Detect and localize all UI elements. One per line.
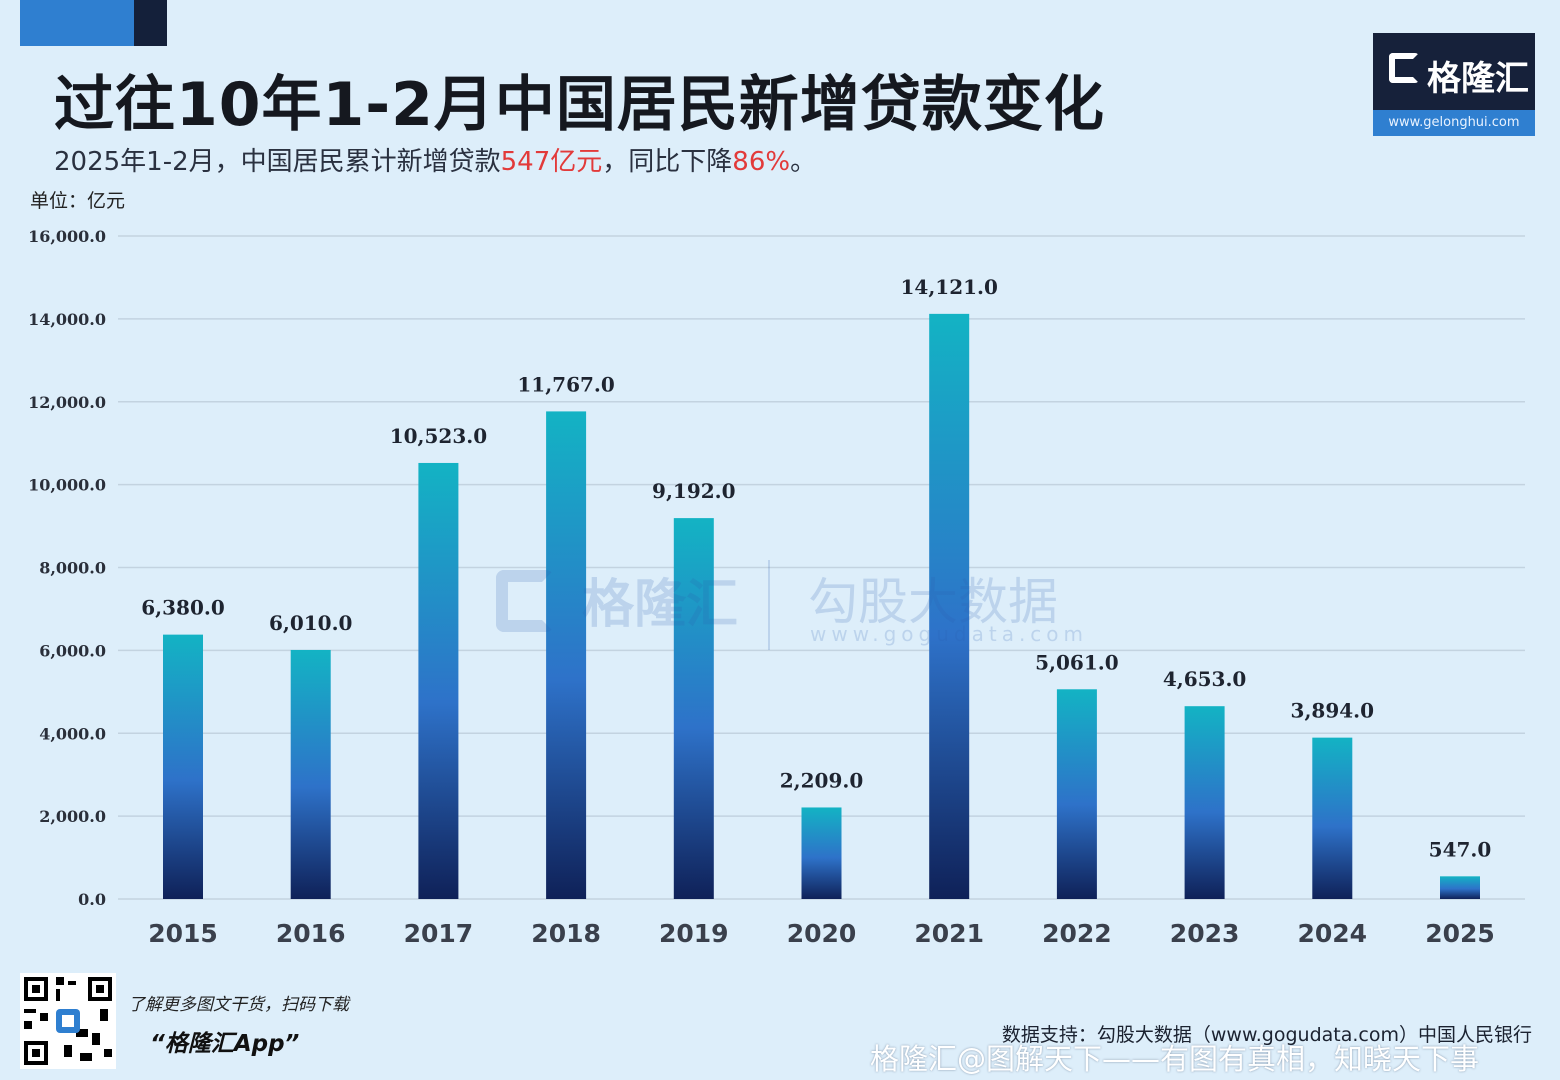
bar-2025 xyxy=(1440,876,1480,899)
value-label-2021: 14,121.0 xyxy=(900,275,997,299)
x-tick-label-2020: 2020 xyxy=(787,919,857,948)
y-tick-label: 12,000.0 xyxy=(28,393,106,412)
value-label-2018: 11,767.0 xyxy=(517,372,614,396)
logo-url: www.gelonghui.com xyxy=(1373,110,1535,136)
weibo-watermark: 格隆汇@图解天下——有图有真相，知晓天下事 xyxy=(870,1042,1480,1076)
value-label-2015: 6,380.0 xyxy=(141,596,225,620)
y-tick-label: 6,000.0 xyxy=(39,641,106,660)
value-label-2023: 4,653.0 xyxy=(1163,667,1247,691)
subtitle-highlight-amount: 547亿元 xyxy=(500,147,603,177)
page-subtitle: 2025年1-2月，中国居民累计新增贷款547亿元，同比下降86%。 xyxy=(54,141,816,178)
y-tick-label: 2,000.0 xyxy=(39,807,106,826)
value-label-2016: 6,010.0 xyxy=(269,611,353,635)
bar-2016 xyxy=(290,649,331,899)
data-source: 数据支持：勾股大数据（www.gogudata.com）中国人民银行 xyxy=(1001,1024,1532,1046)
x-tick-label-2025: 2025 xyxy=(1425,919,1495,948)
x-tick-label-2021: 2021 xyxy=(914,919,984,948)
x-tick-label-2023: 2023 xyxy=(1170,919,1240,948)
x-axis-ticks: 2015 2016 2017 2018 2019 2020 2021 2022 2023 2024… xyxy=(148,919,1495,948)
y-tick-label: 0.0 xyxy=(78,890,106,909)
bar-2019 xyxy=(673,518,714,899)
subtitle-text-1: 2025年1-2月，中国居民累计新增贷款 xyxy=(54,147,501,177)
logo-name: 格隆汇 xyxy=(1427,59,1529,99)
subtitle-highlight-percent: 86% xyxy=(732,147,791,177)
bar-2023 xyxy=(1184,706,1225,899)
x-tick-label-2016: 2016 xyxy=(276,919,346,948)
bars xyxy=(163,313,1480,899)
x-tick-label-2019: 2019 xyxy=(659,919,729,948)
brand-logo: 格隆汇 www.gelonghui.com xyxy=(1373,33,1535,136)
promo-line-2: “格隆汇App” xyxy=(150,1031,300,1057)
bar-2024 xyxy=(1312,737,1353,899)
logo-g-icon xyxy=(1389,53,1419,83)
x-tick-label-2024: 2024 xyxy=(1298,919,1368,948)
bar-2018 xyxy=(546,411,587,899)
promo-line-1: 了解更多图文干货，扫码下载 xyxy=(128,995,349,1015)
subtitle-text-2: ，同比下降 xyxy=(602,147,733,177)
bar-2021 xyxy=(929,313,970,899)
value-label-2025: 547.0 xyxy=(1429,837,1492,861)
page-title: 过往10年1-2月中国居民新增贷款变化 xyxy=(54,70,1105,140)
value-labels: 6,380.0 6,010.0 10,523.0 11,767.0 9,192.0 2,2… xyxy=(141,275,1491,861)
y-tick-label: 14,000.0 xyxy=(28,310,106,329)
bar-2022 xyxy=(1056,689,1097,899)
value-label-2024: 3,894.0 xyxy=(1291,699,1375,723)
subtitle-text-3: 。 xyxy=(790,147,817,177)
x-tick-label-2015: 2015 xyxy=(148,919,218,948)
qr-code-icon xyxy=(20,973,116,1069)
top-accent-bar xyxy=(20,0,134,46)
y-tick-label: 10,000.0 xyxy=(28,476,106,495)
x-tick-label-2018: 2018 xyxy=(531,919,601,948)
unit-label: 单位：亿元 xyxy=(30,190,126,212)
top-accent-bar-dark xyxy=(134,0,167,46)
bar-2017 xyxy=(418,462,459,899)
bar-2020 xyxy=(801,807,842,899)
value-label-2020: 2,209.0 xyxy=(780,768,864,792)
bar-2015 xyxy=(163,634,203,899)
value-label-2017: 10,523.0 xyxy=(390,424,487,448)
y-tick-label: 8,000.0 xyxy=(39,559,106,578)
y-tick-label: 4,000.0 xyxy=(39,724,106,743)
y-axis-ticks: 0.0 2,000.0 4,000.0 6,000.0 8,000.0 10,000.0 1… xyxy=(28,227,106,909)
value-label-2022: 5,061.0 xyxy=(1035,650,1119,674)
x-tick-label-2022: 2022 xyxy=(1042,919,1112,948)
x-tick-label-2017: 2017 xyxy=(404,919,474,948)
value-label-2019: 9,192.0 xyxy=(652,479,736,503)
y-tick-label: 16,000.0 xyxy=(28,227,106,246)
